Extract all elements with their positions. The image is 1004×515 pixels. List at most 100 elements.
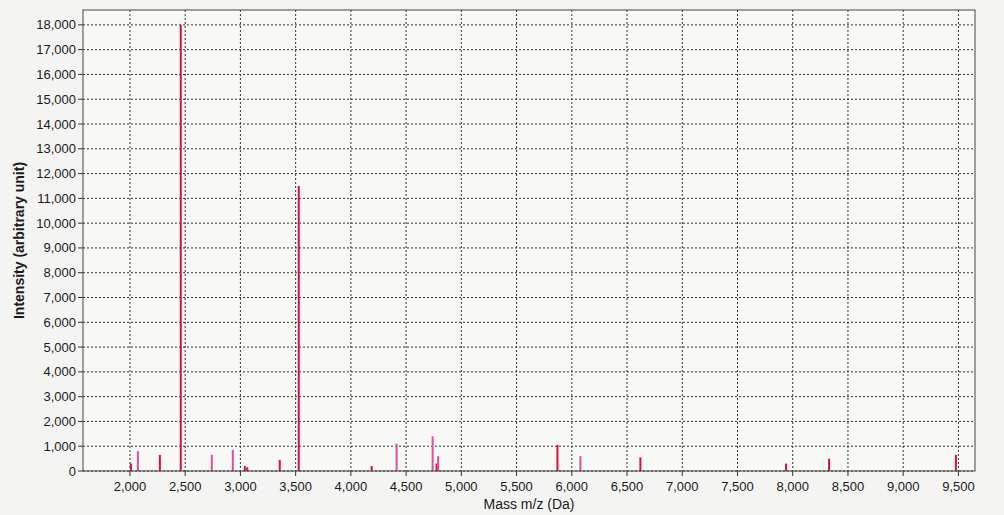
y-tick (78, 272, 83, 273)
y-tick-label: 2,000 (43, 414, 76, 429)
y-tick-label: 5,000 (43, 340, 76, 355)
peak (298, 186, 300, 471)
y-tick (78, 124, 83, 125)
y-tick-label: 8,000 (43, 265, 76, 280)
y-grid-line (83, 198, 975, 199)
x-grid-line (295, 10, 296, 471)
y-grid-line (83, 371, 975, 372)
y-grid-line (83, 24, 975, 25)
x-tick (792, 471, 793, 476)
x-grid-line (903, 10, 904, 471)
x-grid-line (461, 10, 462, 471)
peak (130, 464, 132, 471)
peak (955, 455, 957, 471)
y-tick (78, 421, 83, 422)
y-tick-label: 1,000 (43, 439, 76, 454)
plot-frame (83, 10, 975, 471)
y-grid-line (83, 173, 975, 174)
x-tick-label: 7,000 (666, 479, 699, 494)
chart: 01,0002,0003,0004,0005,0006,0007,0008,00… (0, 0, 1004, 515)
y-tick-label: 4,000 (43, 364, 76, 379)
peak (137, 451, 139, 471)
x-tick (627, 471, 628, 476)
y-tick (78, 322, 83, 323)
y-grid-line (83, 272, 975, 273)
peak (639, 457, 641, 471)
x-tick-label: 3,000 (224, 479, 257, 494)
x-grid-line (792, 10, 793, 471)
y-grid-line (83, 223, 975, 224)
x-tick-label: 3,500 (279, 479, 312, 494)
x-tick (903, 471, 904, 476)
y-grid-line (83, 347, 975, 348)
peak (232, 450, 234, 471)
peak (211, 455, 213, 471)
peak (785, 464, 787, 471)
y-tick-label: 12,000 (36, 166, 76, 181)
y-tick-label: 14,000 (36, 117, 76, 132)
y-tick (78, 198, 83, 199)
x-tick-label: 5,000 (445, 479, 478, 494)
x-tick-label: 2,000 (114, 479, 147, 494)
y-grid-line (83, 322, 975, 323)
x-tick-label: 8,000 (776, 479, 809, 494)
peak (828, 459, 830, 471)
peak (437, 456, 439, 471)
peak (579, 456, 581, 471)
y-tick-label: 17,000 (36, 42, 76, 57)
x-tick-label: 7,500 (721, 479, 754, 494)
y-tick-label: 6,000 (43, 315, 76, 330)
peak (279, 460, 281, 471)
peak (371, 466, 373, 471)
y-tick (78, 148, 83, 149)
x-tick (240, 471, 241, 476)
x-tick (461, 471, 462, 476)
y-tick-label: 10,000 (36, 216, 76, 231)
y-tick (78, 297, 83, 298)
x-tick (682, 471, 683, 476)
y-tick (78, 446, 83, 447)
x-tick (129, 471, 130, 476)
y-tick-label: 15,000 (36, 92, 76, 107)
x-grid-line (682, 10, 683, 471)
x-grid-line (627, 10, 628, 471)
y-axis-title: Intensity (arbitrary unit) (11, 162, 27, 319)
x-tick-label: 6,500 (611, 479, 644, 494)
x-tick (847, 471, 848, 476)
y-tick (78, 396, 83, 397)
y-grid-line (83, 99, 975, 100)
y-tick (78, 247, 83, 248)
x-grid-line (129, 10, 130, 471)
x-grid-line (185, 10, 186, 471)
x-grid-line (847, 10, 848, 471)
y-tick-label: 11,000 (37, 191, 76, 206)
x-axis-title: Mass m/z (Da) (484, 496, 575, 512)
x-grid-line (571, 10, 572, 471)
x-tick (295, 471, 296, 476)
y-tick (78, 223, 83, 224)
x-grid-line (240, 10, 241, 471)
x-grid-line (737, 10, 738, 471)
y-tick (78, 24, 83, 25)
x-tick (958, 471, 959, 476)
y-tick-label: 7,000 (43, 290, 76, 305)
x-tick-label: 4,500 (390, 479, 423, 494)
x-tick-label: 9,000 (887, 479, 920, 494)
peak (556, 445, 558, 471)
y-grid-line (83, 148, 975, 149)
y-tick-label: 9,000 (43, 240, 76, 255)
y-grid-line (83, 124, 975, 125)
x-tick (350, 471, 351, 476)
peak (159, 455, 161, 471)
y-tick-label: 18,000 (36, 17, 76, 32)
y-tick-label: 13,000 (36, 141, 76, 156)
y-tick (78, 99, 83, 100)
plot-area (83, 10, 975, 471)
peak (180, 25, 182, 471)
x-tick-label: 2,500 (169, 479, 202, 494)
grid (83, 10, 975, 471)
y-tick (78, 49, 83, 50)
y-grid-line (83, 297, 975, 298)
peak (246, 467, 248, 471)
peak (396, 444, 398, 471)
